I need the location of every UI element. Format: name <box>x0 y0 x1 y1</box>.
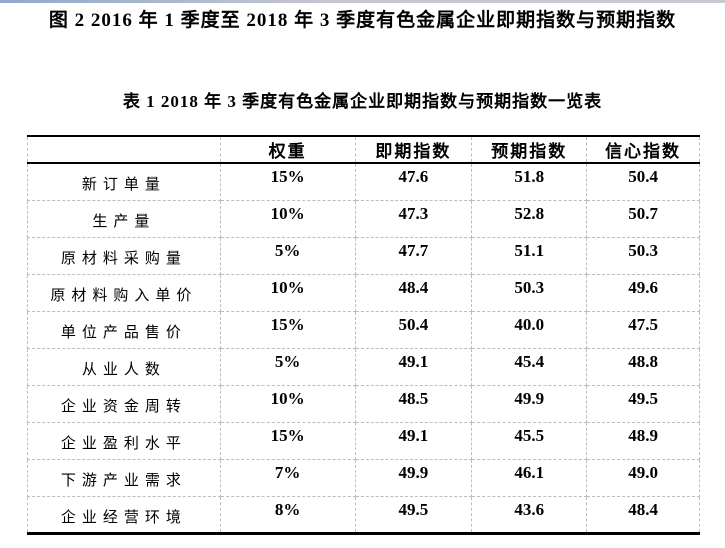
table-row: 企业经营环境 8% 49.5 43.6 48.4 <box>27 495 700 535</box>
window-edge-strip <box>0 0 725 3</box>
row-label: 新订单量 <box>27 162 221 201</box>
cell-current-index: 47.7 <box>354 236 473 275</box>
column-header-weight: 权重 <box>219 135 356 164</box>
cell-expected-index: 45.4 <box>471 347 588 386</box>
cell-expected-index: 40.0 <box>471 310 588 349</box>
table-row: 单位产品售价 15% 50.4 40.0 47.5 <box>27 310 700 349</box>
table-caption: 表 1 2018 年 3 季度有色金属企业即期指数与预期指数一览表 <box>122 92 603 111</box>
cell-confidence-index: 47.5 <box>586 310 700 349</box>
cell-weight: 5% <box>219 347 356 386</box>
table-row: 生产量 10% 47.3 52.8 50.7 <box>27 199 700 238</box>
index-table: 权重 即期指数 预期指数 信心指数 新订单量 15% 47.6 51.8 50.… <box>27 135 700 535</box>
table-row: 下游产业需求 7% 49.9 46.1 49.0 <box>27 458 700 497</box>
cell-expected-index: 50.3 <box>471 273 588 312</box>
cell-confidence-index: 49.5 <box>586 384 700 423</box>
cell-weight: 10% <box>219 384 356 423</box>
column-header-confidence-index: 信心指数 <box>586 135 700 164</box>
row-label: 企业盈利水平 <box>27 421 221 460</box>
cell-expected-index: 43.6 <box>471 495 588 535</box>
cell-weight: 15% <box>219 162 356 201</box>
table-row: 原材料购入单价 10% 48.4 50.3 49.6 <box>27 273 700 312</box>
cell-confidence-index: 49.6 <box>586 273 700 312</box>
table-row: 新订单量 15% 47.6 51.8 50.4 <box>27 162 700 201</box>
cell-expected-index: 52.8 <box>471 199 588 238</box>
cell-current-index: 50.4 <box>354 310 473 349</box>
row-label: 下游产业需求 <box>27 458 221 497</box>
figure-caption: 图 2 2016 年 1 季度至 2018 年 3 季度有色金属企业即期指数与预… <box>48 10 677 31</box>
cell-current-index: 49.1 <box>354 421 473 460</box>
cell-expected-index: 49.9 <box>471 384 588 423</box>
table-row: 原材料采购量 5% 47.7 51.1 50.3 <box>27 236 700 275</box>
cell-weight: 15% <box>219 421 356 460</box>
cell-weight: 10% <box>219 199 356 238</box>
header-row: 权重 即期指数 预期指数 信心指数 <box>27 135 700 164</box>
cell-confidence-index: 48.9 <box>586 421 700 460</box>
cell-confidence-index: 50.4 <box>586 162 700 201</box>
row-label: 原材料采购量 <box>27 236 221 275</box>
table-row: 从业人数 5% 49.1 45.4 48.8 <box>27 347 700 386</box>
cell-confidence-index: 48.8 <box>586 347 700 386</box>
cell-confidence-index: 48.4 <box>586 495 700 535</box>
cell-current-index: 47.3 <box>354 199 473 238</box>
cell-expected-index: 51.1 <box>471 236 588 275</box>
row-label: 单位产品售价 <box>27 310 221 349</box>
column-header-current-index: 即期指数 <box>354 135 473 164</box>
row-label: 原材料购入单价 <box>27 273 221 312</box>
cell-expected-index: 51.8 <box>471 162 588 201</box>
cell-confidence-index: 50.7 <box>586 199 700 238</box>
cell-weight: 7% <box>219 458 356 497</box>
row-label: 从业人数 <box>27 347 221 386</box>
cell-weight: 8% <box>219 495 356 535</box>
cell-current-index: 47.6 <box>354 162 473 201</box>
cell-weight: 10% <box>219 273 356 312</box>
cell-confidence-index: 49.0 <box>586 458 700 497</box>
row-label: 生产量 <box>27 199 221 238</box>
cell-current-index: 48.5 <box>354 384 473 423</box>
row-label: 企业经营环境 <box>27 495 221 535</box>
cell-current-index: 49.5 <box>354 495 473 535</box>
table-row: 企业资金周转 10% 48.5 49.9 49.5 <box>27 384 700 423</box>
column-header-indicator <box>27 135 221 164</box>
cell-expected-index: 46.1 <box>471 458 588 497</box>
table-body: 新订单量 15% 47.6 51.8 50.4 生产量 10% 47.3 52.… <box>27 162 700 535</box>
table-header: 权重 即期指数 预期指数 信心指数 <box>27 135 700 164</box>
cell-current-index: 49.1 <box>354 347 473 386</box>
cell-weight: 5% <box>219 236 356 275</box>
table-row: 企业盈利水平 15% 49.1 45.5 48.9 <box>27 421 700 460</box>
column-header-expected-index: 预期指数 <box>471 135 588 164</box>
cell-current-index: 48.4 <box>354 273 473 312</box>
cell-expected-index: 45.5 <box>471 421 588 460</box>
row-label: 企业资金周转 <box>27 384 221 423</box>
cell-current-index: 49.9 <box>354 458 473 497</box>
cell-weight: 15% <box>219 310 356 349</box>
cell-confidence-index: 50.3 <box>586 236 700 275</box>
